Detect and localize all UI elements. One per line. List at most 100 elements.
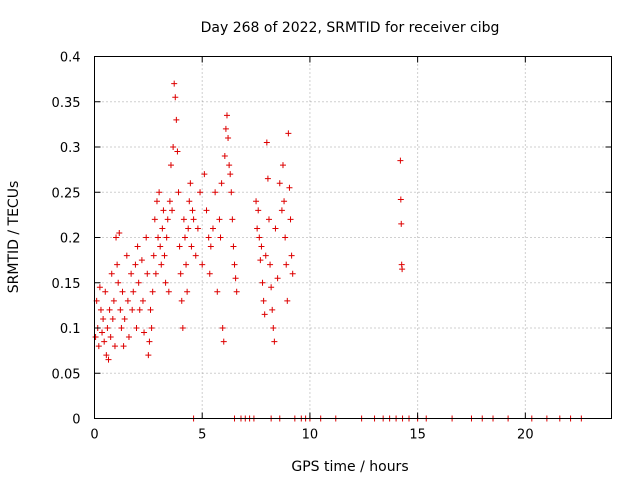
data-point <box>105 356 112 363</box>
data-point <box>232 275 239 282</box>
data-point <box>278 207 285 214</box>
data-point <box>192 252 199 259</box>
data-point <box>167 162 174 169</box>
data-point <box>171 80 178 87</box>
data-point <box>257 257 264 264</box>
data-point <box>116 229 123 236</box>
data-point <box>186 198 193 205</box>
data-point <box>197 189 204 196</box>
y-tick-label: 0.05 <box>52 367 81 382</box>
data-point <box>179 325 186 331</box>
data-point <box>256 234 263 241</box>
data-point <box>397 196 404 203</box>
data-point <box>259 279 266 286</box>
data-point <box>263 139 270 146</box>
data-point <box>107 334 114 341</box>
data-point <box>139 297 146 304</box>
data-point <box>152 270 159 277</box>
data-point <box>398 220 405 227</box>
data-point <box>214 288 221 295</box>
data-point <box>233 288 240 295</box>
data-point <box>180 216 187 223</box>
data-point <box>231 261 238 268</box>
x-tick-label: 20 <box>517 428 534 443</box>
data-point <box>185 225 192 232</box>
data-point <box>272 225 279 232</box>
x-tick-label: 0 <box>90 428 98 443</box>
data-point <box>141 329 148 336</box>
data-point <box>270 325 277 331</box>
data-point <box>225 134 232 141</box>
data-point <box>288 252 295 259</box>
data-point <box>274 275 281 282</box>
data-point <box>104 325 111 331</box>
data-point <box>177 270 184 277</box>
data-point <box>176 243 183 250</box>
data-point <box>106 306 113 313</box>
data-point <box>187 180 194 187</box>
data-point <box>265 216 272 223</box>
data-point <box>159 225 166 232</box>
data-point <box>157 243 164 250</box>
data-point <box>115 279 122 286</box>
data-point <box>397 157 404 164</box>
data-point <box>111 343 118 350</box>
y-tick-label: 0.1 <box>60 322 81 337</box>
data-point <box>175 189 182 196</box>
data-point <box>219 325 226 331</box>
data-point <box>216 216 223 223</box>
data-point <box>287 216 294 223</box>
data-point <box>253 198 260 205</box>
data-point <box>194 225 201 232</box>
data-point <box>285 130 292 137</box>
data-point <box>258 243 265 250</box>
data-point <box>276 180 283 187</box>
data-point <box>155 234 162 241</box>
data-point <box>121 315 128 322</box>
data-point <box>92 334 99 341</box>
data-point <box>114 261 121 268</box>
data-point <box>103 352 110 359</box>
data-point <box>284 297 291 304</box>
data-point <box>271 338 278 345</box>
data-point <box>226 162 233 169</box>
data-point <box>148 325 155 331</box>
y-tick-labels: 0 0.05 0.1 0.15 0.2 0.25 0.3 0.35 0.4 <box>52 51 81 428</box>
data-point <box>147 306 154 313</box>
data-point <box>130 288 137 295</box>
data-point <box>207 243 214 250</box>
data-point <box>134 243 141 250</box>
data-point <box>183 261 190 268</box>
data-point <box>136 306 143 313</box>
data-point <box>220 338 227 345</box>
data-point <box>184 288 191 295</box>
data-point <box>279 162 286 169</box>
data-point <box>229 216 236 223</box>
x-axis-label: GPS time / hours <box>291 459 408 475</box>
data-point <box>129 306 136 313</box>
data-point <box>281 198 288 205</box>
data-point <box>160 207 167 214</box>
data-point <box>399 266 406 273</box>
data-point <box>162 279 169 286</box>
data-point <box>206 270 213 277</box>
y-tick-label: 0 <box>72 413 80 428</box>
data-point <box>283 261 290 268</box>
x-tick-labels: 0 5 10 15 20 <box>90 428 533 443</box>
data-point <box>267 261 274 268</box>
data-point <box>108 270 115 277</box>
data-point <box>223 112 230 119</box>
data-point <box>153 198 160 205</box>
data-point <box>269 306 276 313</box>
data-point <box>128 270 135 277</box>
data-point <box>203 207 210 214</box>
plot-frame <box>94 56 612 419</box>
x-tick-label: 10 <box>302 428 319 443</box>
data-point <box>218 180 225 187</box>
data-point <box>181 234 188 241</box>
data-point <box>158 261 165 268</box>
data-point <box>221 153 228 160</box>
data-point <box>161 252 168 259</box>
data-point <box>124 297 131 304</box>
